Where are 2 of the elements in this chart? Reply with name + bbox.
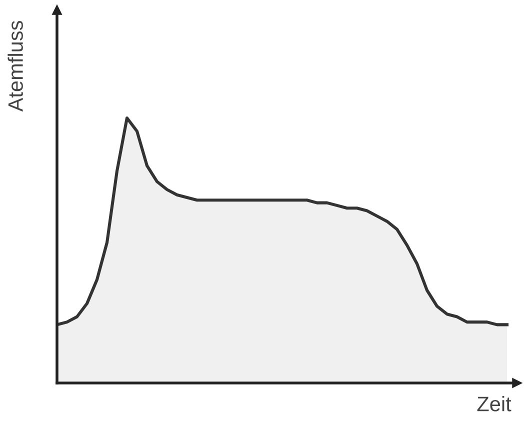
- y-axis-title: Atemfluss: [8, 20, 23, 112]
- x-axis-title: Zeit: [477, 396, 512, 412]
